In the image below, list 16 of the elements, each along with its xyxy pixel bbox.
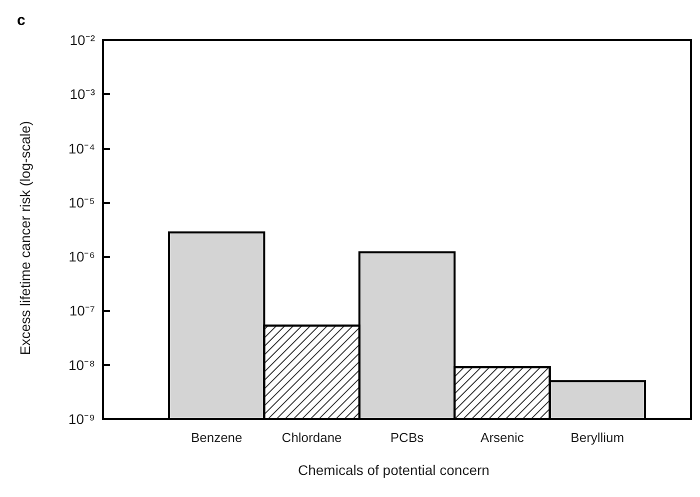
y-tick-label: 10⁻⁷ xyxy=(69,302,95,319)
y-tick-label: 10⁻⁹ xyxy=(68,411,95,427)
y-tick-label: 10⁻⁵ xyxy=(68,194,95,210)
x-tick-label: Chlordane xyxy=(282,430,342,445)
x-tick-label: Arsenic xyxy=(480,430,524,445)
x-tick-label: Beryllium xyxy=(570,430,624,445)
y-tick-label: 10⁻⁶ xyxy=(68,248,95,265)
x-tick-label: Benzene xyxy=(190,430,242,445)
y-tick-label: 10⁻⁴ xyxy=(68,140,95,156)
y-tick-label: 10⁻³ xyxy=(70,86,96,102)
y-axis-title: Excess lifetime cancer risk (log-scale) xyxy=(17,120,33,356)
x-axis-title: Chemicals of potential concern xyxy=(298,462,490,478)
y-tick-label: 10⁻⁸ xyxy=(68,356,96,373)
chart-title: c xyxy=(17,12,26,29)
x-tick-label: PCBs xyxy=(390,430,424,445)
y-tick-label: 10⁻² xyxy=(70,32,96,48)
